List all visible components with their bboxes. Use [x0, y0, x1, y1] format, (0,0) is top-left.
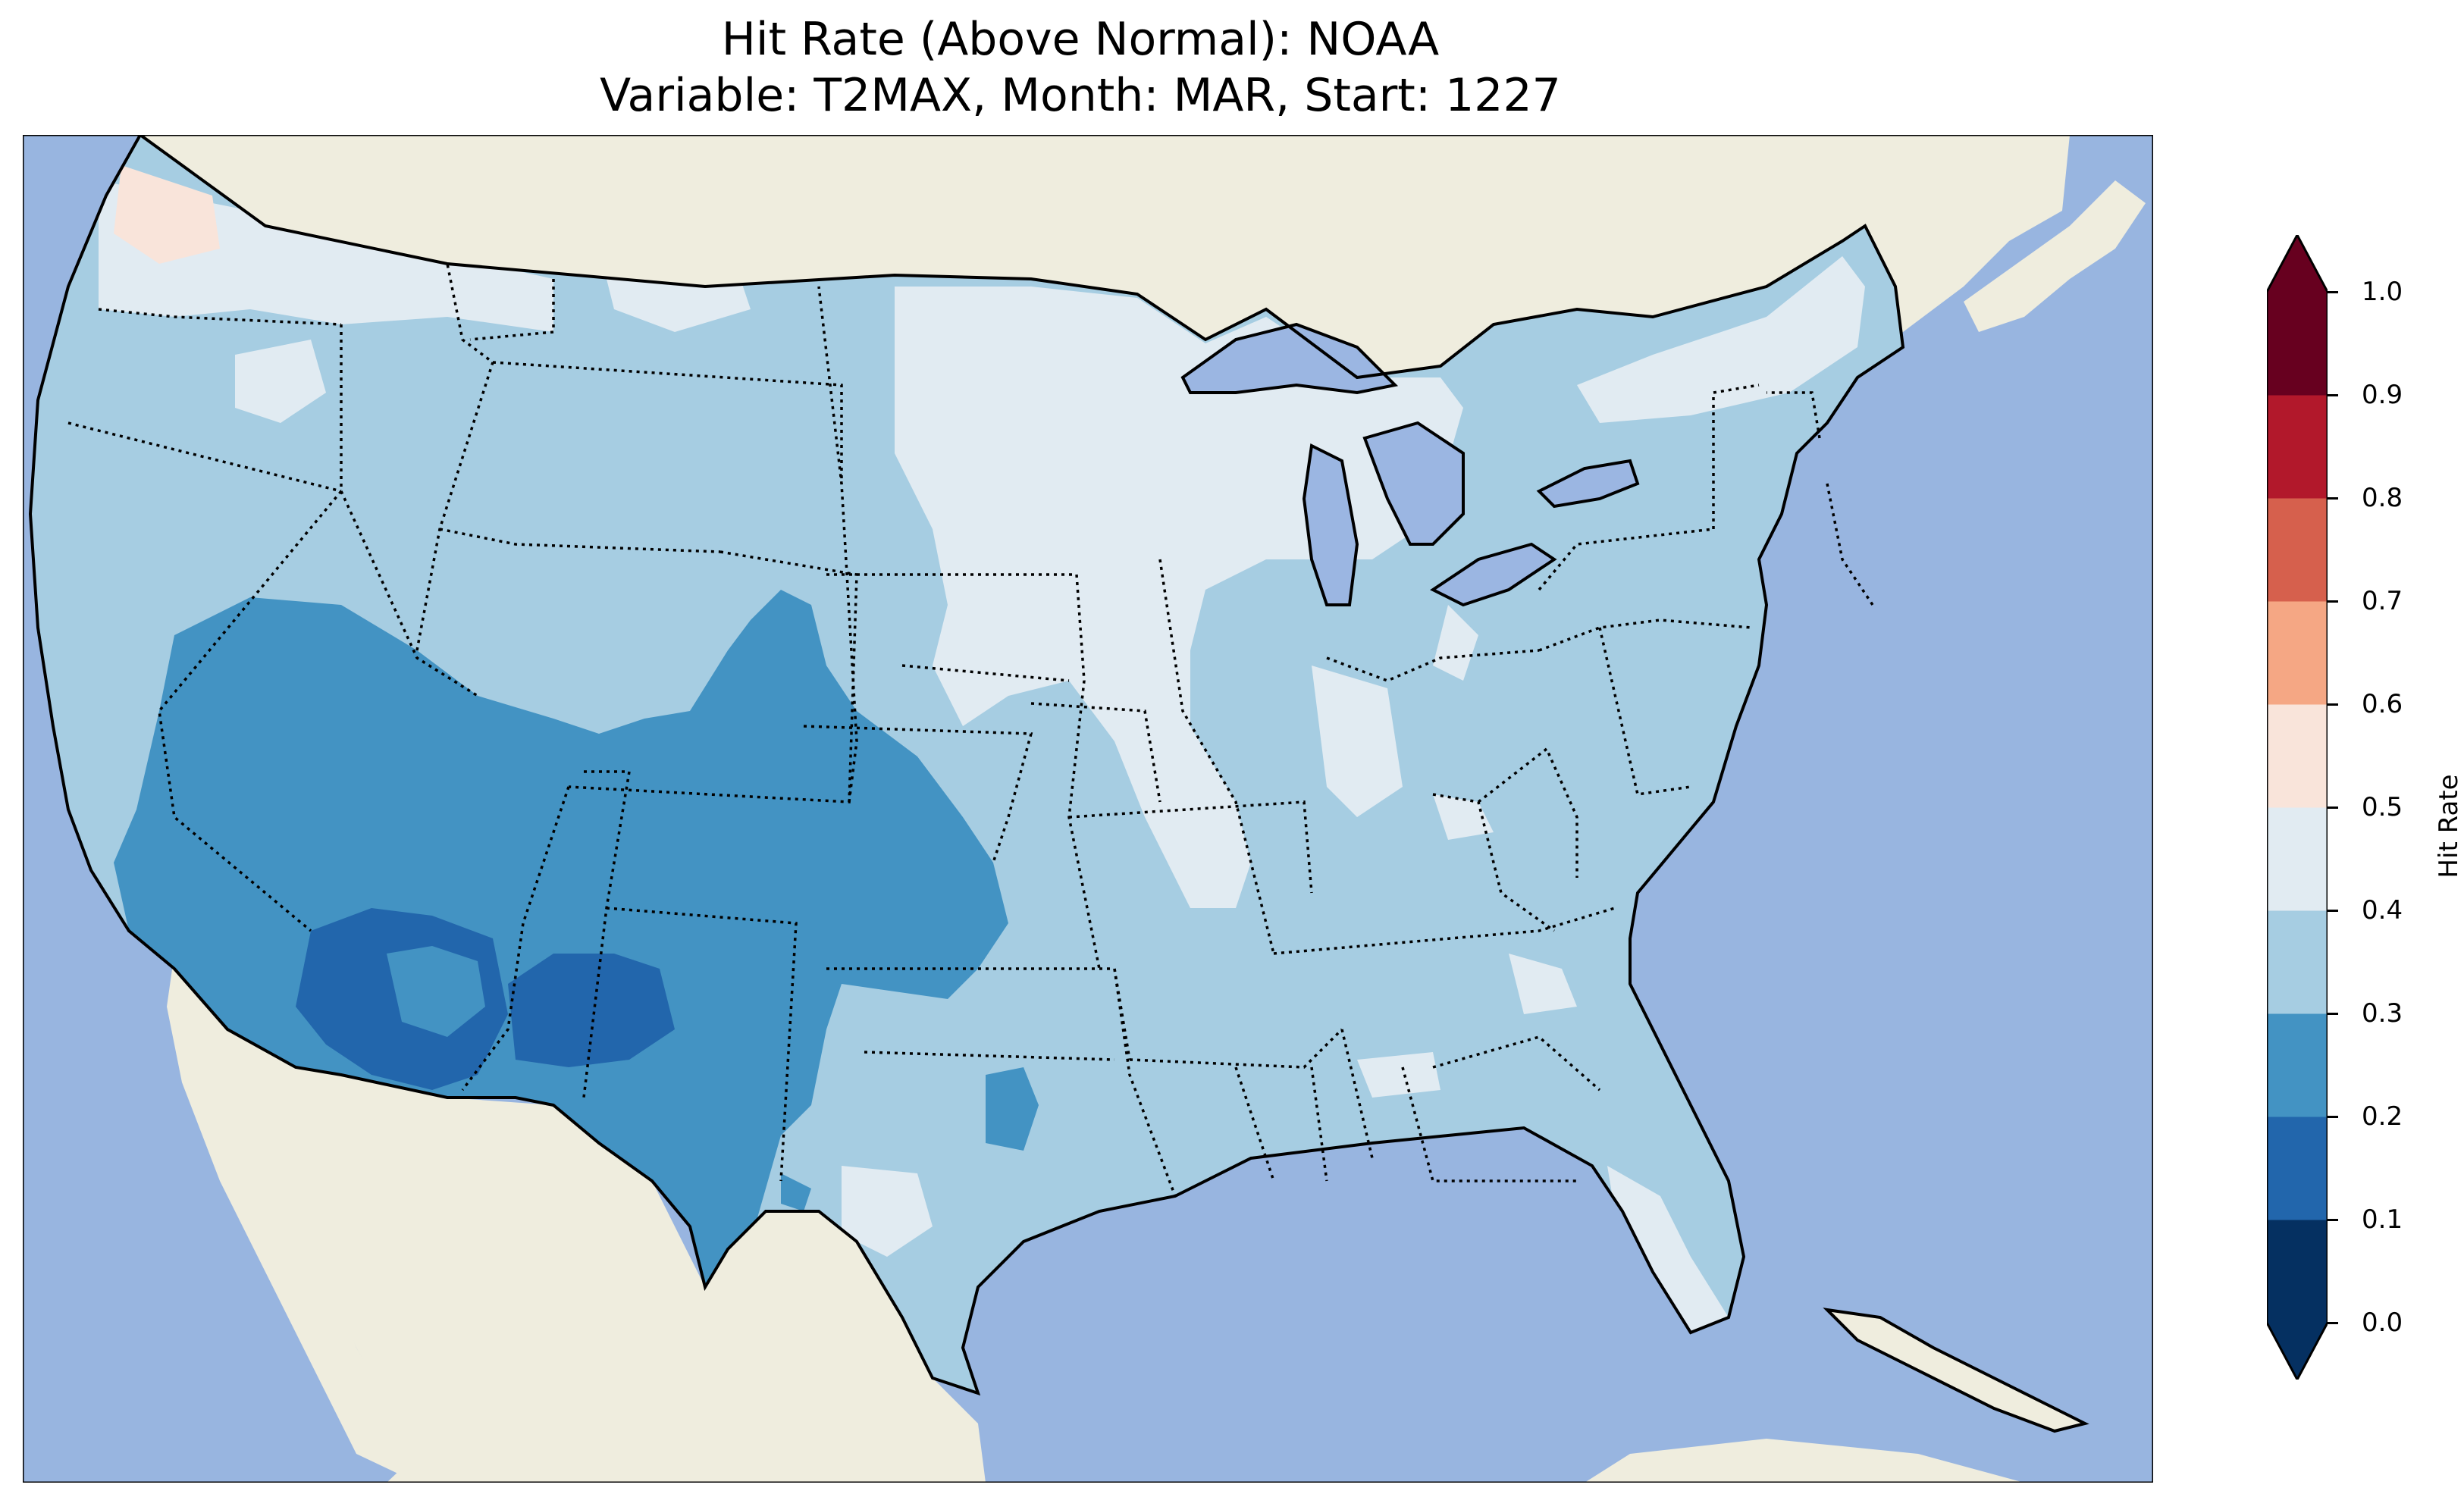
colorbar-bin	[2267, 601, 2328, 705]
class-05-06-region	[114, 165, 220, 264]
hit-rate-map	[23, 135, 2153, 1483]
colorbar-tick	[2328, 393, 2338, 396]
colorbar-tick-label: 0.4	[2362, 895, 2403, 926]
class-04-05-regions	[99, 180, 1865, 1333]
colorbar-tick-label: 0.8	[2362, 483, 2403, 513]
colorbar-tick	[2328, 290, 2338, 293]
map-title: Hit Rate (Above Normal): NOAA	[721, 13, 1440, 66]
colorbar-tick-label: 0.3	[2362, 998, 2403, 1029]
colorbar-bin	[2267, 807, 2328, 911]
lake-michigan	[1302, 443, 1359, 606]
colorbar-bin	[2267, 910, 2328, 1014]
colorbar-bin	[2267, 498, 2328, 602]
colorbar-tick-label: 0.9	[2362, 380, 2403, 410]
lake-erie	[1430, 542, 1557, 607]
colorbar-tick-label: 0.7	[2362, 586, 2403, 616]
great-lakes	[1180, 322, 1640, 607]
colorbar-tick	[2328, 1012, 2338, 1015]
colorbar-label: Hit Rate	[2434, 774, 2464, 879]
colorbar-tick-label: 0.6	[2362, 689, 2403, 719]
colorbar-bin	[2267, 1117, 2328, 1220]
colorbar-extend-max	[2267, 235, 2328, 292]
canada-land	[136, 135, 2070, 696]
baja-land	[167, 954, 432, 1483]
colorbar-bin	[2267, 395, 2328, 499]
colorbar-extend-min	[2267, 1323, 2328, 1380]
south-america-land	[1585, 1439, 2024, 1483]
colorbar-tick-label: 0.0	[2362, 1308, 2403, 1338]
lake-ontario	[1536, 459, 1640, 509]
colorbar-bin	[2267, 1013, 2328, 1117]
colorbar-tick-label: 1.0	[2362, 277, 2403, 307]
colorbar	[2267, 235, 2328, 1380]
colorbar-bin	[2267, 704, 2328, 808]
colorbar-tick-label: 0.1	[2362, 1204, 2403, 1235]
colorbar-tick	[2328, 1321, 2338, 1324]
map-subtitle: Variable: T2MAX, Month: MAR, Start: 1227	[600, 69, 1561, 122]
state-borders	[67, 263, 1874, 1197]
colorbar-bin	[2267, 292, 2328, 396]
cuba-land	[1823, 1308, 2089, 1433]
colorbar-tick-label: 0.5	[2362, 792, 2403, 822]
mexico-land	[174, 954, 986, 1483]
colorbar-tick	[2328, 1218, 2338, 1221]
colorbar-tick	[2328, 600, 2338, 603]
colorbar-bin	[2267, 1220, 2328, 1323]
lake-huron	[1362, 421, 1465, 546]
colorbar-tick	[2328, 703, 2338, 706]
colorbar-tick	[2328, 806, 2338, 809]
colorbar-tick	[2328, 909, 2338, 912]
lake-superior	[1180, 322, 1399, 395]
colorbar-tick	[2328, 1115, 2338, 1118]
maritimes-land	[1964, 180, 2146, 332]
colorbar-tick-label: 0.2	[2362, 1101, 2403, 1132]
colorbar-tick	[2328, 496, 2338, 500]
